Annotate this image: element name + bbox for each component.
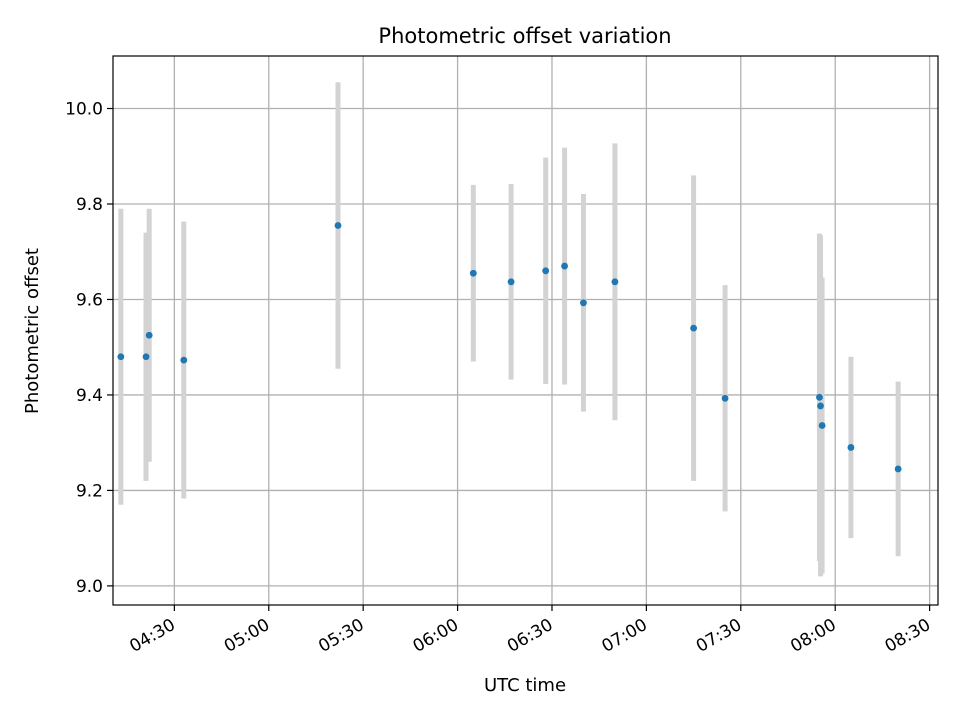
data-points <box>117 222 902 473</box>
data-point <box>847 444 855 451</box>
y-tick-label: 10.0 <box>65 100 103 120</box>
data-point <box>816 393 823 401</box>
chart-title: Photometric offset variation <box>378 24 671 48</box>
x-tick-label: 06:30 <box>504 615 556 657</box>
data-point <box>145 331 153 339</box>
data-point <box>334 222 342 229</box>
plot-area-frame <box>112 55 939 606</box>
data-point <box>611 278 619 286</box>
data-point <box>690 324 697 332</box>
y-axis-label: Photometric offset <box>22 248 43 414</box>
x-tick-label: 07:00 <box>598 615 650 657</box>
data-point <box>180 356 188 364</box>
data-point <box>117 353 125 361</box>
data-point <box>894 465 902 473</box>
y-tick-label: 9.8 <box>76 195 103 215</box>
x-axis-label: UTC time <box>484 675 566 696</box>
x-tick-label: 07:30 <box>693 615 745 657</box>
x-axis-ticks: 04:30 05:00 05:30 06:00 06:30 07:00 07:30 08:00… <box>126 605 934 657</box>
data-point <box>580 299 587 307</box>
x-tick-label: 08:00 <box>787 615 839 657</box>
y-tick-label: 9.6 <box>76 290 103 310</box>
x-tick-label: 06:00 <box>410 615 462 657</box>
data-point <box>818 422 826 429</box>
data-point <box>507 278 515 286</box>
grid-lines <box>113 56 938 605</box>
data-point <box>817 402 824 410</box>
x-tick-label: 05:00 <box>221 615 273 657</box>
data-point <box>721 394 729 402</box>
data-point <box>561 262 568 270</box>
y-tick-label: 9.0 <box>76 577 103 597</box>
error-bars <box>118 82 901 577</box>
x-tick-label: 05:30 <box>315 615 367 657</box>
y-tick-label: 9.2 <box>76 481 103 501</box>
data-point <box>469 269 477 277</box>
data-point <box>542 267 550 275</box>
y-axis-ticks: 9.0 9.2 9.4 9.6 9.8 10.0 <box>65 100 113 597</box>
x-tick-label: 04:30 <box>126 615 178 657</box>
y-tick-label: 9.4 <box>76 386 103 406</box>
data-point <box>142 353 150 361</box>
x-tick-label: 08:30 <box>882 615 934 657</box>
